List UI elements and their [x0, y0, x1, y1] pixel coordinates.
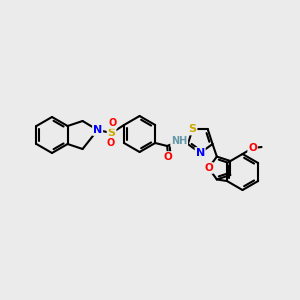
- Text: O: O: [248, 143, 257, 153]
- Text: O: O: [109, 118, 117, 128]
- Text: N: N: [196, 148, 205, 158]
- Text: NH: NH: [171, 136, 187, 146]
- Text: O: O: [106, 138, 115, 148]
- Text: N: N: [93, 125, 102, 135]
- Text: S: S: [108, 128, 116, 138]
- Text: S: S: [188, 124, 196, 134]
- Text: O: O: [204, 163, 213, 173]
- Text: O: O: [164, 152, 172, 162]
